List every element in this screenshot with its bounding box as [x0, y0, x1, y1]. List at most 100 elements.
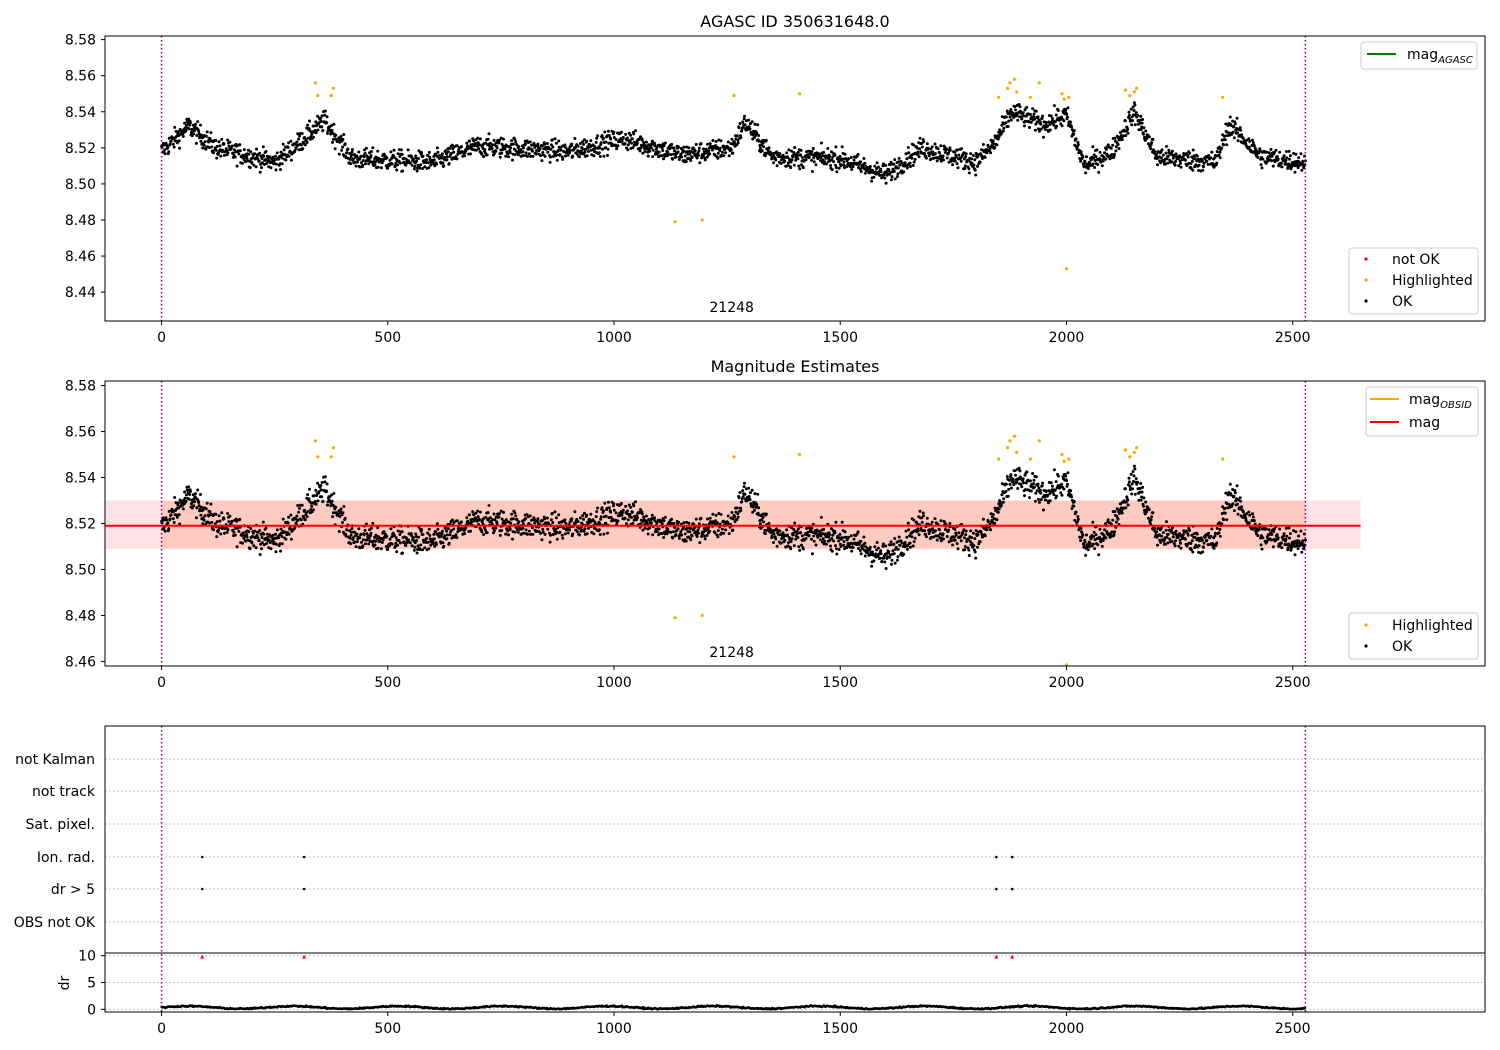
ok-point	[1295, 163, 1299, 167]
ok-point	[972, 163, 976, 167]
ok-point	[778, 529, 782, 533]
ok-point	[497, 512, 501, 516]
ok-point	[279, 168, 282, 171]
ok-point	[1007, 119, 1011, 123]
ok-point	[487, 504, 491, 507]
ok-point	[260, 536, 264, 539]
ok-point	[219, 532, 223, 536]
ok-point	[1054, 480, 1058, 484]
ok-point	[1009, 486, 1013, 490]
ok-point	[474, 511, 478, 515]
ok-point	[471, 137, 475, 141]
ok-point	[476, 515, 480, 519]
ok-point	[448, 155, 452, 159]
ok-point	[1014, 473, 1017, 477]
ok-point	[227, 520, 231, 524]
ok-point	[555, 158, 559, 162]
ok-point	[638, 149, 642, 153]
ok-point	[307, 127, 311, 130]
ok-point	[321, 499, 325, 503]
ok-point	[1023, 494, 1026, 498]
ok-point	[208, 521, 211, 525]
ok-point	[810, 526, 814, 530]
ok-point	[1004, 121, 1008, 125]
ok-point	[184, 124, 188, 127]
ok-point	[775, 544, 779, 548]
ok-point	[1166, 532, 1170, 536]
ok-point	[959, 539, 963, 543]
ok-point	[1076, 517, 1080, 521]
ok-point	[256, 536, 260, 540]
ok-point	[1037, 127, 1040, 131]
ok-point	[423, 165, 427, 169]
ok-point	[521, 522, 525, 526]
ok-point	[884, 181, 888, 185]
ok-point	[1120, 138, 1124, 142]
ok-point	[483, 528, 487, 532]
ok-point	[176, 501, 180, 505]
ok-point	[772, 541, 775, 544]
ok-point	[1215, 161, 1219, 165]
ok-point	[1122, 134, 1126, 138]
ok-point	[923, 152, 927, 156]
ok-point	[323, 475, 327, 479]
ok-point	[1098, 527, 1102, 531]
ok-point	[319, 120, 323, 123]
ok-point	[578, 533, 581, 537]
ok-point	[1213, 534, 1217, 538]
ok-point	[991, 513, 995, 516]
ok-point	[568, 151, 571, 155]
ok-point	[783, 538, 787, 542]
ok-point	[1007, 487, 1011, 491]
ok-point	[612, 508, 616, 512]
ok-point	[625, 509, 629, 513]
ok-point	[1114, 145, 1118, 149]
ok-point	[1284, 150, 1288, 153]
ok-point	[1177, 164, 1181, 168]
ok-point	[1207, 154, 1211, 157]
ok-point	[916, 152, 920, 156]
ok-point	[1134, 477, 1138, 481]
ok-point	[334, 505, 338, 509]
ok-point	[500, 151, 504, 155]
ok-point	[1035, 489, 1039, 493]
ok-point	[1088, 162, 1092, 165]
ok-point	[1043, 498, 1047, 502]
ok-point	[446, 150, 450, 154]
ok-point	[592, 532, 596, 536]
ok-point	[283, 153, 287, 156]
ok-point	[1039, 127, 1043, 131]
ok-point	[928, 529, 932, 533]
ok-point	[1006, 494, 1010, 498]
ok-point	[287, 532, 291, 536]
ok-point	[888, 555, 892, 559]
ok-point	[388, 537, 392, 541]
ok-point	[792, 528, 796, 531]
ok-point	[763, 532, 767, 536]
ok-point	[1133, 103, 1137, 107]
ok-point	[205, 501, 209, 505]
ok-point	[807, 534, 811, 538]
ok-point	[986, 145, 990, 148]
ok-point	[543, 532, 547, 536]
ok-point	[478, 143, 481, 147]
ok-point	[851, 165, 855, 169]
ok-point	[711, 512, 715, 516]
ok-point	[1200, 159, 1204, 163]
plot-frame	[104, 35, 1486, 322]
ok-point	[933, 529, 937, 533]
ok-point	[687, 146, 691, 150]
highlighted-point	[1221, 95, 1225, 99]
ok-point	[1124, 506, 1128, 510]
ok-point	[956, 166, 960, 170]
ok-point	[217, 140, 221, 144]
ok-point	[376, 165, 380, 169]
ok-point	[323, 480, 327, 484]
ok-point	[193, 129, 197, 133]
ok-point	[1064, 474, 1068, 478]
ok-point	[312, 135, 315, 139]
ok-point	[478, 137, 482, 141]
ok-point	[1124, 134, 1128, 137]
ok-point	[902, 170, 906, 174]
ok-point	[1111, 143, 1115, 147]
